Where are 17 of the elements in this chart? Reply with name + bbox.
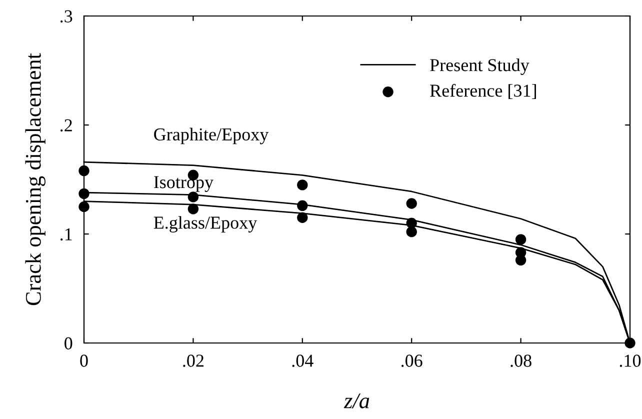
annotation: Isotropy [154, 176, 214, 192]
x-tick-label: .04 [292, 354, 314, 367]
y-tick-label: .3 [60, 10, 72, 23]
x-tick-label: .02 [183, 354, 204, 367]
x-tick-label: .08 [510, 354, 532, 367]
y-axis-title: Crack opening displacement [25, 53, 46, 306]
annotation: Graphite/Epoxy [154, 128, 269, 144]
x-tick-label: .06 [402, 354, 422, 367]
y-tick-label: .1 [60, 228, 72, 241]
y-tick-label: .2 [60, 119, 72, 132]
legend-label: Reference [31] [430, 84, 536, 100]
x-tick-label: .10 [620, 354, 641, 367]
y-tick-label: 0 [64, 337, 72, 350]
annotation: E.glass/Epoxy [154, 216, 258, 233]
legend-label: Present Study [430, 58, 530, 75]
x-axis-title: z/a [344, 393, 370, 408]
x-tick-label: 0 [80, 354, 88, 367]
